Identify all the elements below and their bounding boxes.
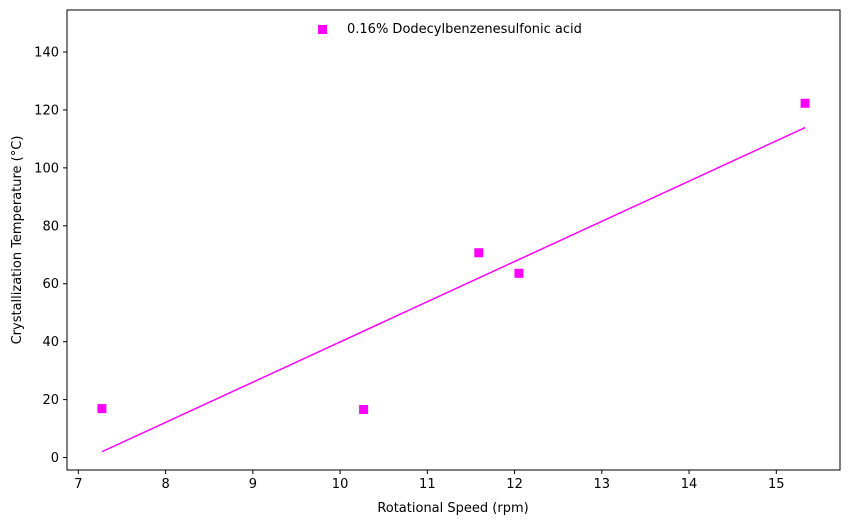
y-tick-label: 100 [34, 161, 59, 176]
x-tick-label: 12 [506, 477, 523, 492]
x-tick-label: 10 [332, 477, 349, 492]
trendline [101, 126, 806, 453]
x-axis-ticks: 7 8 9 10 11 12 13 14 15 [74, 470, 785, 492]
data-point [474, 248, 484, 258]
y-axis-label: Crystallization Temperature (°C) [10, 136, 25, 345]
y-tick-label: 0 [51, 451, 59, 466]
data-point [800, 98, 810, 108]
data-point [97, 404, 107, 414]
x-tick-label: 9 [249, 477, 257, 492]
x-axis-label: Rotational Speed (rpm) [377, 501, 528, 516]
x-tick-label: 8 [161, 477, 169, 492]
y-tick-label: 40 [42, 335, 59, 350]
x-tick-label: 14 [681, 477, 698, 492]
x-tick-label: 7 [74, 477, 82, 492]
data-point [359, 404, 369, 414]
legend: 0.16% Dodecylbenzenesulfonic acid [318, 22, 582, 37]
legend-marker [318, 25, 327, 34]
x-tick-label: 13 [594, 477, 611, 492]
x-tick-label: 15 [768, 477, 785, 492]
trendline-group [101, 126, 806, 453]
y-tick-label: 80 [42, 219, 59, 234]
x-tick-label: 11 [419, 477, 436, 492]
y-tick-label: 140 [34, 46, 59, 61]
y-axis-ticks: 0 20 40 60 80 100 120 140 [34, 46, 67, 466]
y-tick-label: 20 [42, 393, 59, 408]
y-tick-label: 120 [34, 103, 59, 118]
legend-label: 0.16% Dodecylbenzenesulfonic acid [347, 22, 582, 37]
y-tick-label: 60 [42, 277, 59, 292]
data-points [97, 98, 810, 414]
data-point [514, 268, 524, 278]
plot-area [66, 9, 841, 471]
